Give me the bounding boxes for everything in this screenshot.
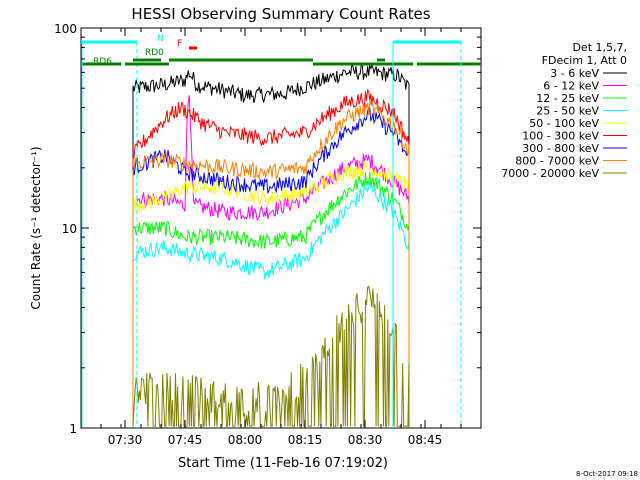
legend-label: 50 - 100 keV	[529, 117, 599, 130]
legend-label: 100 - 300 keV	[522, 130, 599, 143]
flag-label: N	[157, 34, 164, 44]
series-line	[132, 95, 410, 428]
series-line	[132, 160, 410, 428]
series-line	[132, 182, 410, 428]
flag-label: RD0	[145, 48, 164, 58]
series-layer	[132, 62, 410, 428]
y-tick-label: 100	[54, 22, 77, 36]
x-axis-label: Start Time (11-Feb-16 07:19:02)	[178, 456, 388, 471]
x-tick-label: 08:00	[228, 433, 263, 447]
axes-layer: 07:30 07:45 08:00 08:15 08:30 08:45 1 10 100	[54, 22, 482, 447]
legend-label: 800 - 7000 keV	[515, 155, 599, 168]
series-line	[132, 88, 410, 428]
legend-header: FDecim 1, Att 0	[542, 54, 627, 67]
chart-title: HESSI Observing Summary Count Rates	[131, 5, 430, 23]
y-tick-label: 1	[69, 422, 77, 436]
plot-frame	[80, 27, 482, 429]
legend-label: 300 - 800 keV	[522, 142, 599, 155]
x-tick-label: 08:30	[348, 433, 383, 447]
timestamp: 8-Oct-2017 09:18	[576, 470, 638, 478]
legend-label: 6 - 12 keV	[543, 80, 599, 93]
x-tick-label: 07:45	[168, 433, 203, 447]
flag-label: RD6	[93, 57, 112, 67]
legend-label: 25 - 50 keV	[536, 105, 599, 118]
x-tick-label: 08:45	[408, 433, 443, 447]
legend-label: 12 - 25 keV	[536, 92, 599, 105]
y-axis-label: Count Rate (s⁻¹ detector⁻¹)	[29, 146, 43, 309]
series-line	[132, 107, 410, 428]
legend-header: Det 1,5,7,	[572, 41, 627, 54]
series-line	[132, 100, 410, 428]
series-line	[132, 171, 410, 428]
flags-layer: N RD0 RD6 F	[81, 34, 481, 428]
x-tick-label: 07:30	[108, 433, 143, 447]
legend-label: 3 - 6 keV	[550, 67, 599, 80]
y-tick-label: 10	[62, 222, 77, 236]
legend-label: 7000 - 20000 keV	[501, 167, 599, 180]
series-line	[132, 285, 410, 428]
flag-label: F	[177, 39, 182, 49]
series-line	[132, 62, 410, 428]
x-tick-label: 08:15	[288, 433, 323, 447]
